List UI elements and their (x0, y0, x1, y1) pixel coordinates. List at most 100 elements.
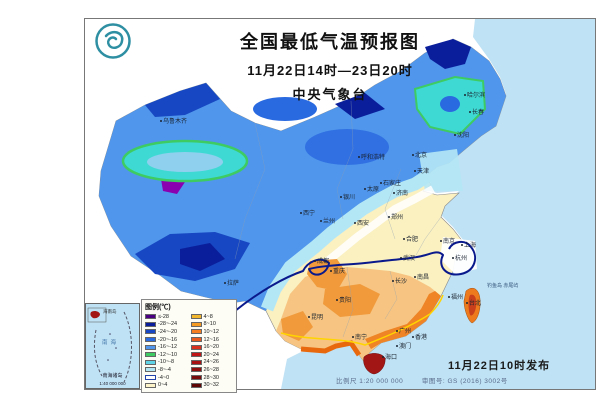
inset-sea-label: 南海 (102, 340, 120, 346)
legend-row: 10~12 (190, 328, 234, 336)
legend-row: -8~-4 (145, 366, 188, 374)
city-dot (336, 299, 338, 302)
legend-swatch (190, 359, 202, 365)
legend-label: -4~0 (158, 374, 170, 381)
city-label: 长春 (469, 110, 484, 116)
city-label: 福州 (448, 295, 463, 301)
release-time: 11月22日10时发布 (448, 360, 551, 372)
legend-swatch (190, 321, 202, 327)
temp-blob (425, 39, 471, 69)
city-label: 广州 (396, 329, 411, 335)
legend-swatch (190, 344, 202, 350)
inset-island-label: 海南岛 (103, 309, 117, 314)
legend-row: 16~20 (190, 343, 234, 351)
city-dot (466, 302, 468, 305)
city-label: 拉萨 (224, 281, 239, 287)
warm-blob (281, 311, 313, 341)
cma-logo-icon (95, 23, 131, 59)
title-block: 全国最低气温预报图 11月22日14时—23日20时 中央气象台 (190, 28, 470, 103)
legend-swatch (145, 359, 156, 365)
legend-swatch (145, 352, 156, 358)
legend-row: 28~30 (190, 374, 234, 382)
city-label: 南宁 (352, 335, 367, 341)
legend-swatch (190, 367, 202, 373)
city-dot (403, 238, 405, 241)
city-label: 上海 (461, 243, 476, 249)
map-footer: 比例尺 1:20 000 000 审图号: GS (2016) 3002号 (336, 375, 508, 385)
city-dot (396, 330, 398, 333)
city-label: 兰州 (320, 219, 335, 225)
temp-blob (335, 93, 385, 119)
city-label: 南昌 (414, 275, 429, 281)
legend-label: -16~-12 (158, 344, 178, 351)
legend-row: 8~10 (190, 321, 234, 329)
city-dot (354, 222, 356, 225)
legend-label: -12~-10 (158, 351, 178, 358)
legend-row: -16~-12 (145, 343, 188, 351)
temp-blob (253, 97, 317, 121)
legend-swatch (145, 375, 156, 381)
scale-text: 比例尺 1:20 000 000 (336, 378, 404, 385)
temp-blob (145, 83, 220, 117)
legend-row: 20~24 (190, 351, 234, 359)
legend-label: -10~-8 (158, 359, 175, 366)
city-label: 合肥 (403, 237, 418, 243)
legend-label: -28~-24 (158, 321, 178, 328)
temp-blob (305, 129, 389, 165)
legend-row: 24~26 (190, 359, 234, 367)
legend-swatch (145, 367, 156, 373)
inset-name: 南海诸岛 (102, 373, 123, 379)
legend-row: 12~16 (190, 336, 234, 344)
city-dot (352, 336, 354, 339)
legend-row: -20~-16 (145, 336, 188, 344)
city-label: 贵阳 (336, 298, 351, 304)
city-dot (393, 192, 395, 195)
city-label: 银川 (340, 195, 355, 201)
white-band (322, 185, 435, 267)
forecast-period: 11月22日14时—23日20时 (247, 63, 413, 78)
city-label: 太原 (364, 187, 379, 193)
city-label: 沈阳 (454, 133, 469, 139)
city-label: 长沙 (392, 279, 407, 285)
south-china-sea-inset: 海南岛 南海 南海诸岛 1:40 000 000 (85, 303, 140, 389)
legend-label: -8~-4 (158, 366, 171, 373)
city-label: 海口 (382, 355, 397, 361)
tarim-inner (147, 152, 223, 172)
transition-band (260, 169, 433, 312)
legend-swatch (190, 382, 202, 388)
legend-row: -4~0 (145, 374, 188, 382)
legend-swatch (145, 314, 156, 320)
city-label: 西宁 (300, 211, 315, 217)
city-label: 呼和浩特 (358, 155, 385, 161)
city-label: 南京 (440, 239, 455, 245)
city-label: 石家庄 (380, 181, 401, 187)
city-label: 成都 (314, 259, 329, 265)
city-label: 郑州 (388, 215, 403, 221)
city-dot (412, 154, 414, 157)
legend-swatch (145, 337, 156, 343)
legend-label: 20~24 (203, 351, 219, 358)
license-number: 审图号: GS (2016) 3002号 (421, 378, 508, 385)
legend-row: -10~-8 (145, 359, 188, 367)
sea-label: 钓鱼岛 赤尾屿 (487, 283, 519, 289)
city-label: 台北 (466, 301, 481, 307)
city-label: 天津 (414, 169, 429, 175)
legend-swatch (145, 344, 156, 350)
city-dot (414, 276, 416, 279)
city-dot (392, 280, 394, 283)
legend-row: -24~-20 (145, 328, 188, 336)
legend-col-1: 4~8 8~10 10~12 12~16 16~20 20~24 24~26 26~28 28~… (190, 313, 234, 389)
city-label: 哈尔滨 (464, 93, 485, 99)
legend-label: -24~-20 (158, 328, 178, 335)
city-label: 乌鲁木齐 (160, 119, 187, 125)
city-label: 香港 (412, 335, 427, 341)
legend-swatch (190, 329, 202, 335)
legend-row: 4~8 (190, 313, 234, 321)
city-dot (364, 188, 366, 191)
province-borders (234, 100, 442, 338)
temp-blob (419, 149, 463, 191)
city-dot (160, 120, 162, 123)
legend-title: 图例(℃) (145, 304, 171, 311)
temp-blob (440, 96, 460, 112)
